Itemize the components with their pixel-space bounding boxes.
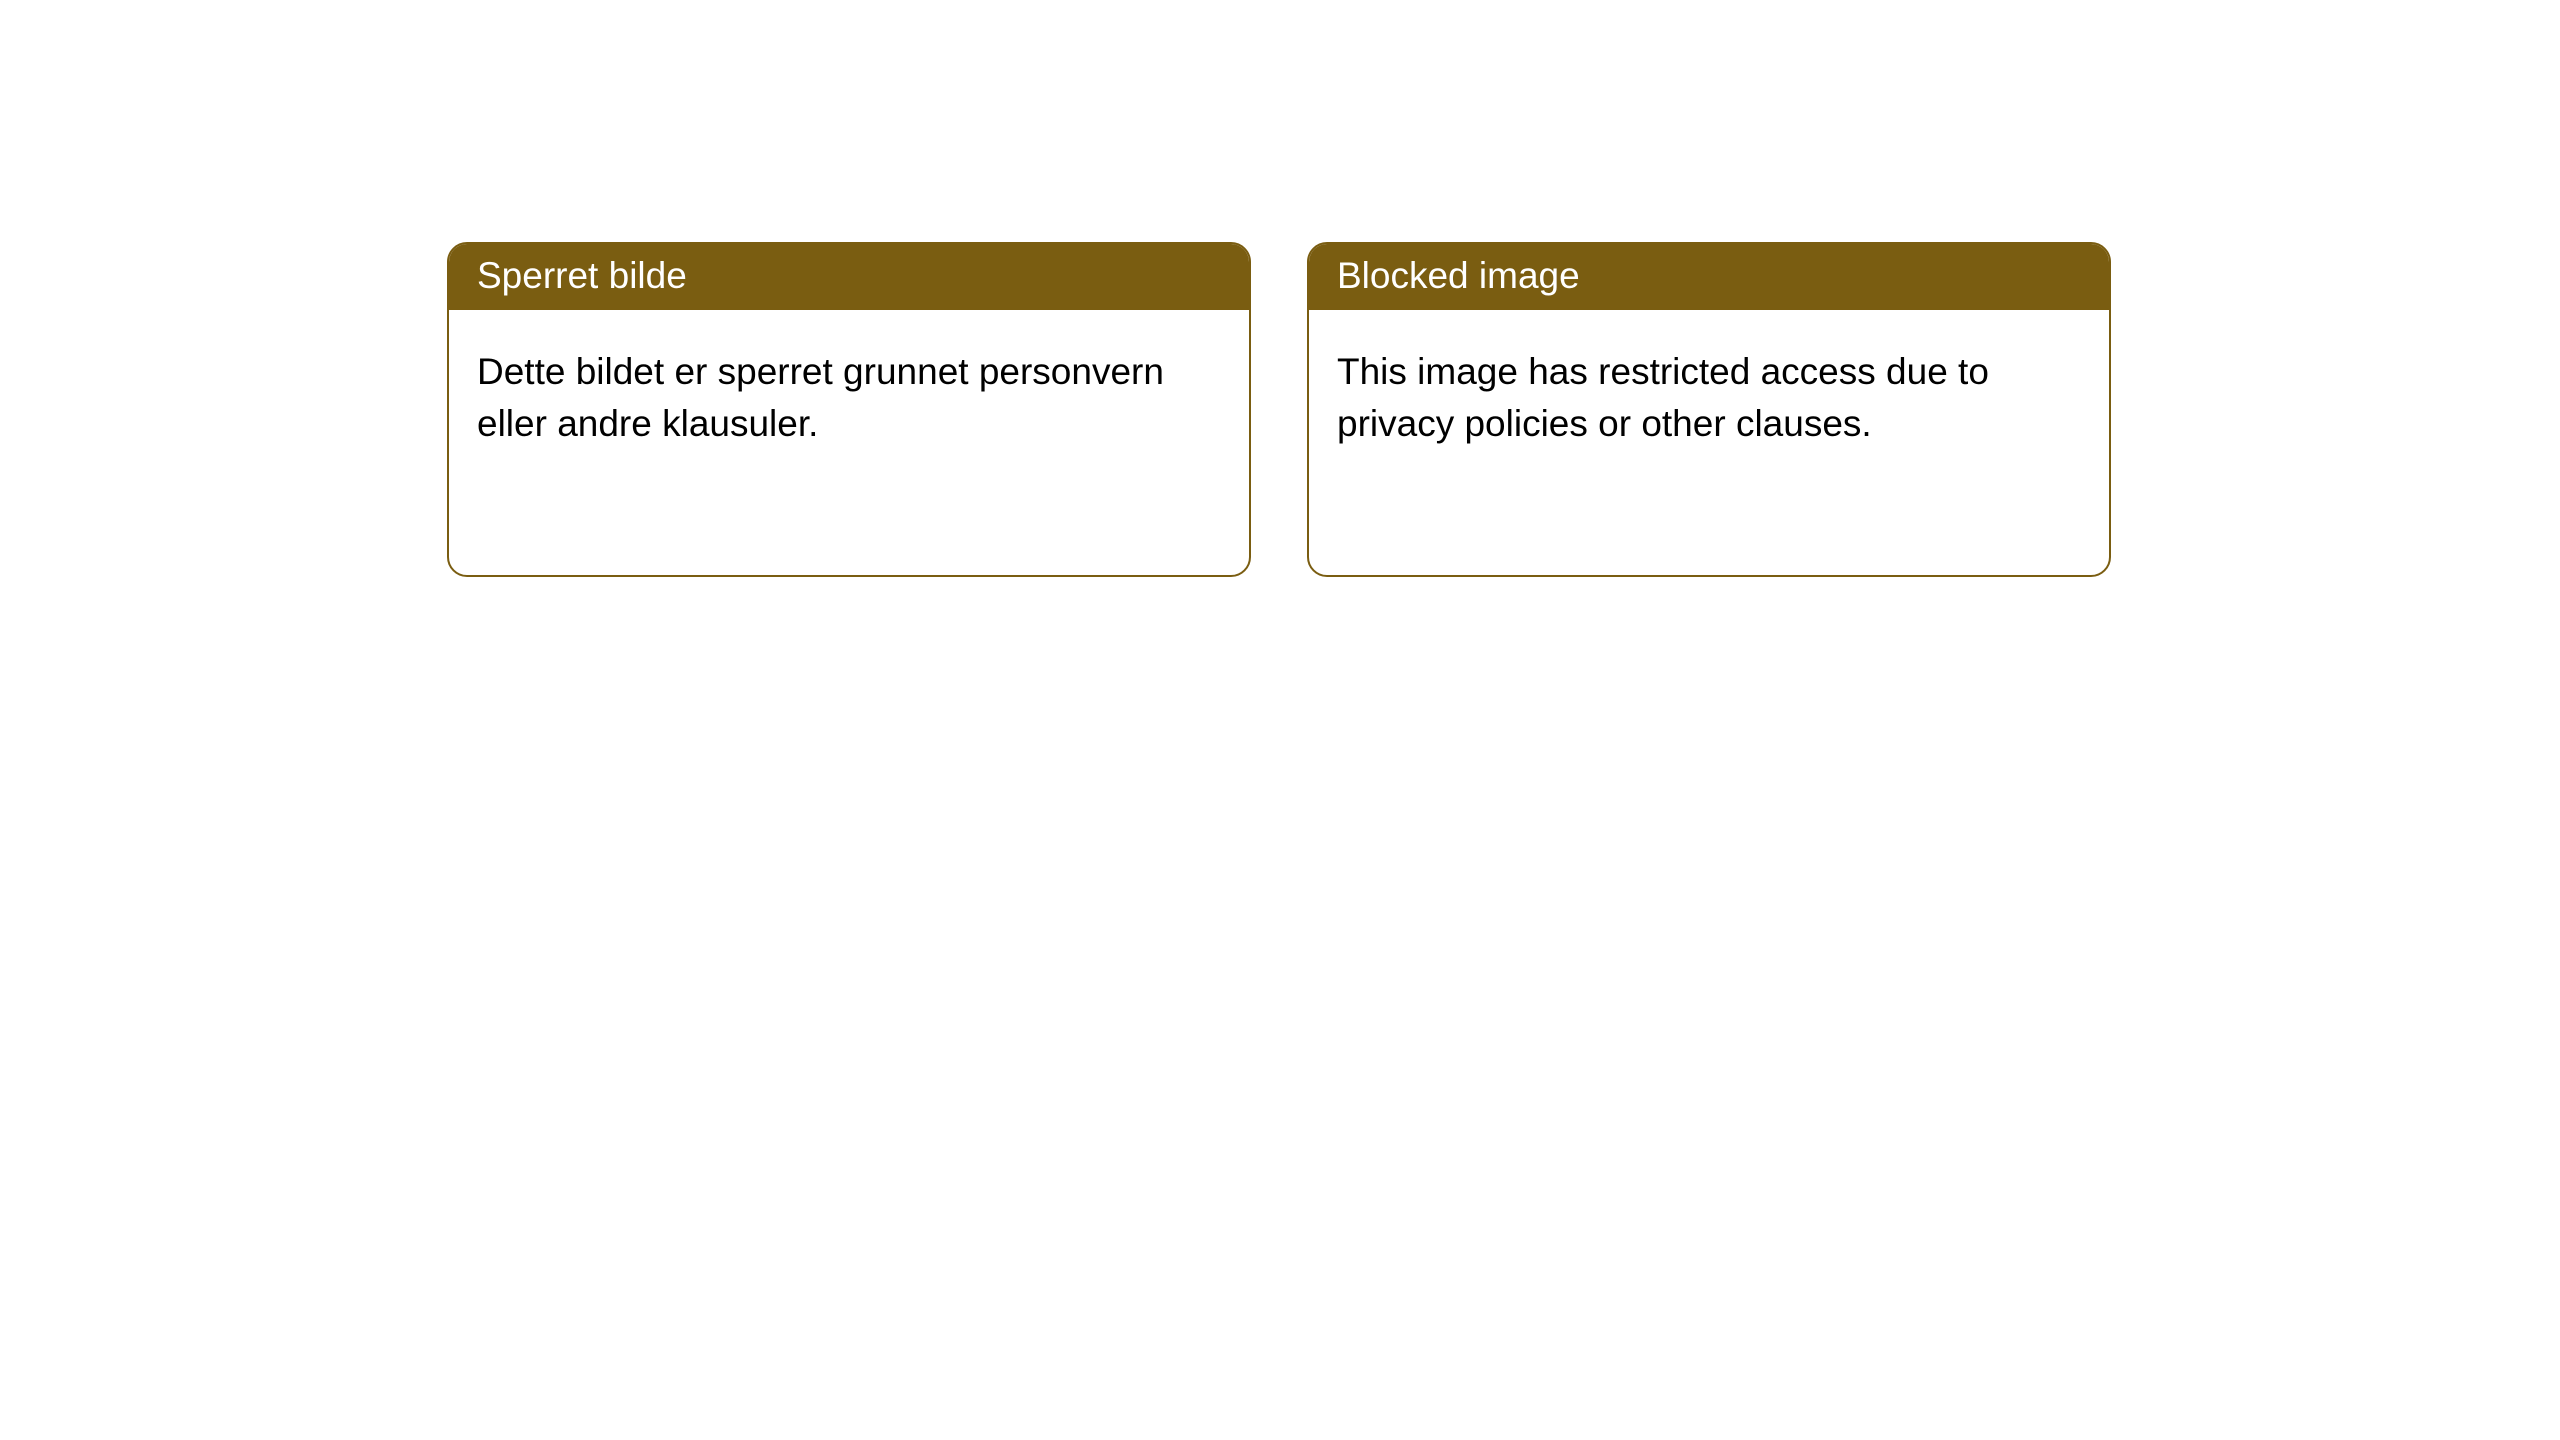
- card-title: Blocked image: [1337, 255, 1580, 296]
- card-container: Sperret bilde Dette bildet er sperret gr…: [0, 0, 2560, 577]
- card-body-text: This image has restricted access due to …: [1337, 351, 1989, 444]
- card-header: Sperret bilde: [449, 244, 1249, 310]
- card-body-text: Dette bildet er sperret grunnet personve…: [477, 351, 1164, 444]
- blocked-image-card-norwegian: Sperret bilde Dette bildet er sperret gr…: [447, 242, 1251, 577]
- card-body: Dette bildet er sperret grunnet personve…: [449, 310, 1249, 486]
- card-title: Sperret bilde: [477, 255, 687, 296]
- card-body: This image has restricted access due to …: [1309, 310, 2109, 486]
- card-header: Blocked image: [1309, 244, 2109, 310]
- blocked-image-card-english: Blocked image This image has restricted …: [1307, 242, 2111, 577]
